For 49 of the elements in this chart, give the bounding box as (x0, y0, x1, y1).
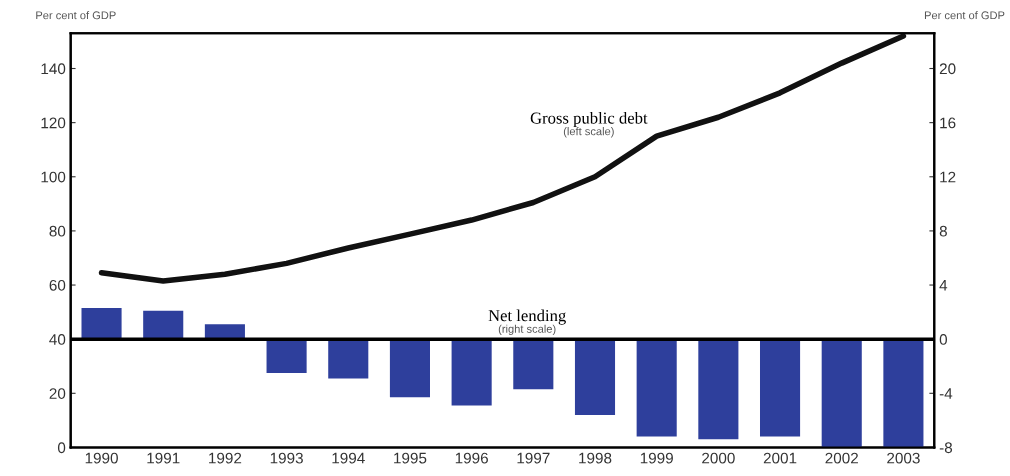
y2-tick-label: 0 (939, 334, 948, 345)
y-tick-label: 120 (41, 117, 66, 129)
bar (389, 339, 430, 398)
y-axis-title: Per cent of GDP (36, 11, 116, 20)
y2-tick-label: 12 (940, 171, 956, 183)
y2-axis-title: Per cent of GDP (924, 11, 1005, 20)
x-tick-label: 1991 (147, 452, 180, 464)
x-tick-label: 1998 (579, 452, 612, 464)
x-tick-label: 2002 (825, 452, 858, 464)
y-tick-label: 40 (49, 334, 66, 345)
series-label: Gross public debt (530, 111, 648, 128)
series-label: Net lending (488, 309, 566, 325)
bar (266, 339, 307, 374)
y2-tick-label: 8 (939, 225, 947, 237)
y-tick-label: 80 (49, 225, 66, 237)
x-tick-label: 2001 (763, 452, 797, 464)
y2-tick-label: 16 (940, 117, 956, 129)
bar (513, 339, 554, 390)
bar (328, 339, 369, 379)
x-tick-label: 1994 (332, 452, 365, 464)
bar (760, 339, 801, 437)
annotation: (left scale) (563, 127, 614, 138)
bar (574, 339, 616, 415)
y-tick-label: 140 (41, 63, 66, 75)
x-tick-label: 1999 (640, 452, 673, 464)
bar (698, 339, 739, 440)
x-tick-label: 1996 (455, 452, 488, 464)
y-tick-label: 60 (49, 279, 66, 291)
x-tick-label: 1995 (394, 452, 427, 464)
bar (81, 308, 122, 340)
annotation: (right scale) (498, 324, 556, 336)
x-tick-label: 2003 (887, 452, 920, 464)
bar (451, 339, 492, 406)
y-tick-label: 0 (57, 442, 66, 454)
y-tick-label: 100 (41, 171, 66, 183)
x-tick-label: 1990 (85, 452, 118, 464)
x-tick-label: 2000 (702, 452, 735, 464)
bar (821, 339, 862, 448)
bar (143, 310, 184, 340)
bar (883, 339, 924, 448)
bar (636, 339, 677, 437)
y2-tick-label: 20 (939, 63, 956, 75)
y2-tick-label: -4 (939, 388, 953, 399)
y-tick-label: 20 (49, 388, 66, 399)
x-tick-label: 1992 (209, 452, 242, 464)
x-tick-label: 1993 (270, 452, 303, 464)
y2-tick-label: 4 (939, 280, 948, 291)
x-tick-label: 1997 (517, 452, 550, 464)
y2-tick-label: -8 (939, 442, 953, 454)
